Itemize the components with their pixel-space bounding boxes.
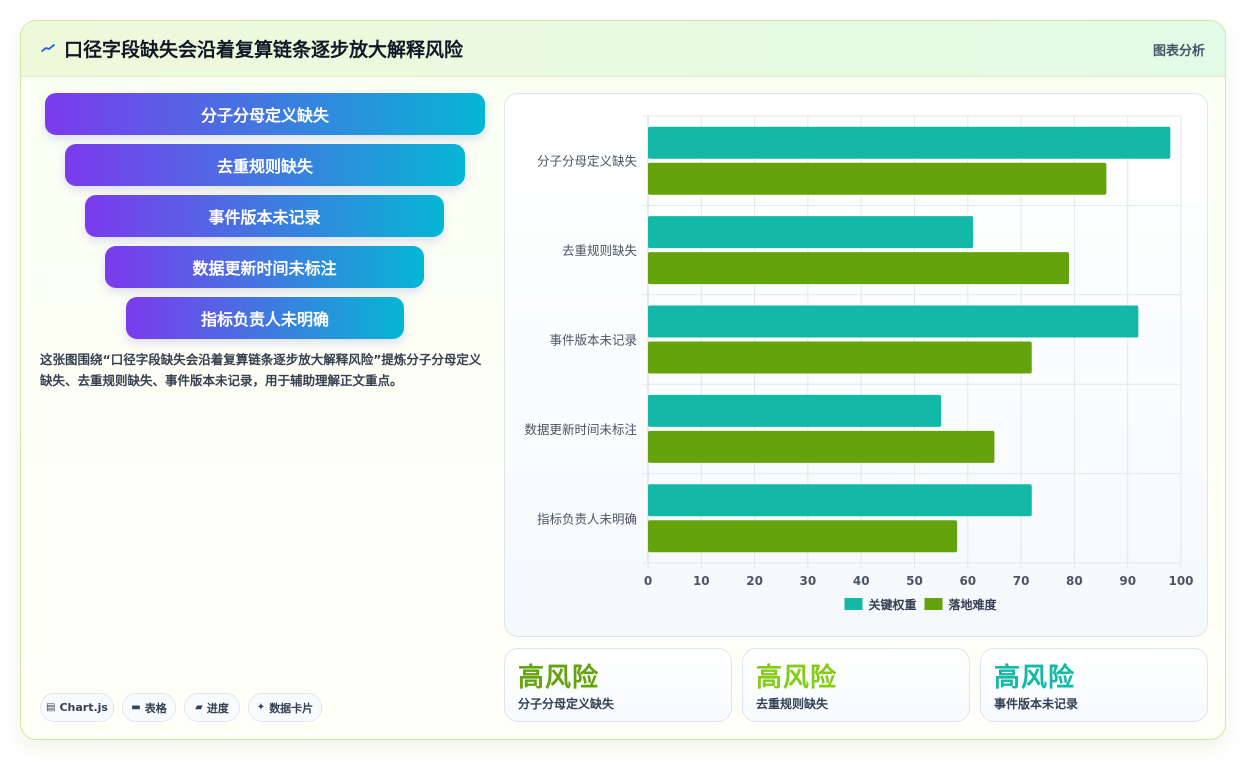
x-tick-label: 10	[693, 574, 710, 588]
chart-panel: 0 10 20 30 40 50 60 70 80 90 100 分子分母定义缺失去重规则缺失事件版本…	[504, 93, 1208, 637]
y-tick-label: 数据更新时间未标注	[524, 422, 637, 437]
chart-analysis-tag: 图表分析	[1152, 44, 1205, 59]
bar-difficulty	[648, 341, 1032, 374]
stat-card-3: 高风险 事件版本未记录	[980, 648, 1208, 722]
x-tick-label: 100	[1168, 574, 1193, 588]
bar-difficulty	[648, 252, 1070, 285]
legend-label: 落地难度	[949, 597, 998, 612]
funnel-step-3: 事件版本未记录	[85, 195, 444, 237]
x-tick-label: 50	[906, 574, 923, 588]
description-text: 这张图围绕“口径字段缺失会沿着复算链条逐步放大解释风险”提炼分子分母定义缺失、去…	[40, 352, 482, 388]
funnel-step-1: 分子分母定义缺失	[45, 93, 485, 135]
chip-progress[interactable]: ▰ 进度	[184, 693, 240, 722]
y-tick-label: 指标负责人未明确	[537, 511, 637, 526]
x-tick-label: 80	[1066, 574, 1083, 588]
header: 口径字段缺失会沿着复算链条逐步放大解释风险 图表分析	[21, 21, 1225, 77]
bar-key-weight	[648, 126, 1171, 159]
chip-table[interactable]: ▬ 表格	[122, 693, 176, 722]
x-tick-label: 60	[959, 574, 976, 588]
chip-data-card[interactable]: ✦ 数据卡片	[248, 693, 322, 722]
legend-swatch	[844, 598, 863, 610]
chip-label: 数据卡片	[269, 701, 314, 715]
bar-difficulty	[648, 430, 995, 463]
x-tick-label: 90	[1119, 574, 1136, 588]
bar-key-weight	[648, 305, 1139, 338]
trend-line-icon	[41, 44, 55, 52]
y-tick-label: 去重规则缺失	[562, 243, 638, 258]
bar-chart: 0 10 20 30 40 50 60 70 80 90 100 分子分母定义缺失去重规则缺失事件版本…	[524, 115, 1194, 612]
chart-icon: ▤	[46, 702, 56, 713]
funnel-step-2: 去重规则缺失	[65, 144, 465, 186]
stat-label: 去重规则缺失	[756, 697, 829, 711]
bar-difficulty	[648, 520, 958, 553]
funnel-step-5: 指标负责人未明确	[126, 297, 404, 339]
stat-value: 高风险	[518, 663, 600, 693]
y-tick-label: 分子分母定义缺失	[537, 154, 638, 169]
funnel-step-4: 数据更新时间未标注	[105, 246, 424, 288]
x-tick-label: 20	[746, 574, 763, 588]
bar-difficulty	[648, 162, 1107, 195]
chip-label: 进度	[206, 701, 229, 715]
bar-key-weight	[648, 216, 974, 249]
progress-icon: ▰	[195, 702, 203, 713]
x-tick-label: 40	[853, 574, 870, 588]
main-card: 口径字段缺失会沿着复算链条逐步放大解释风险 图表分析 分子分母定义缺失 去重规则…	[20, 20, 1226, 740]
stat-label: 事件版本未记录	[994, 697, 1079, 711]
y-tick-label: 事件版本未记录	[549, 333, 637, 348]
stat-label: 分子分母定义缺失	[518, 697, 615, 711]
legend-swatch	[924, 598, 943, 610]
bar-key-weight	[648, 484, 1032, 517]
chip-label: 表格	[144, 701, 167, 715]
stat-card-1: 高风险 分子分母定义缺失	[504, 648, 732, 722]
legend-label: 关键权重	[869, 597, 917, 612]
x-tick-label: 0	[644, 574, 652, 588]
x-tick-label: 30	[800, 574, 817, 588]
chip-chartjs[interactable]: ▤ Chart.js	[40, 693, 114, 722]
x-tick-label: 70	[1013, 574, 1030, 588]
stat-value: 高风险	[994, 663, 1076, 693]
stat-value: 高风险	[756, 663, 838, 693]
chip-label: Chart.js	[59, 701, 108, 714]
bar-key-weight	[648, 394, 942, 427]
table-icon: ▬	[131, 702, 141, 713]
stat-card-2: 高风险 去重规则缺失	[742, 648, 970, 722]
sparkle-icon: ✦	[256, 702, 266, 713]
page-title: 口径字段缺失会沿着复算链条逐步放大解释风险	[64, 39, 464, 61]
